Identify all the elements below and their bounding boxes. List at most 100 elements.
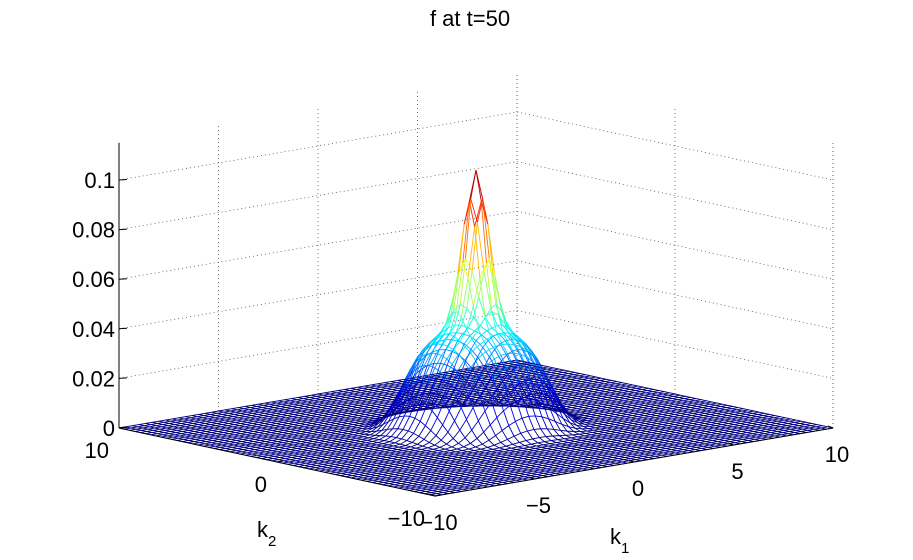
mesh-line — [500, 353, 508, 356]
mesh-line — [521, 460, 527, 463]
mesh-line — [387, 475, 394, 478]
mesh-line — [423, 485, 429, 488]
mesh-line — [496, 462, 502, 465]
mesh-line — [414, 460, 420, 463]
mesh-line — [452, 466, 459, 469]
mesh-line — [493, 442, 501, 446]
mesh-line — [453, 341, 461, 350]
mesh-line — [484, 452, 491, 455]
mesh-line — [325, 469, 332, 472]
mesh-line — [439, 446, 446, 450]
mesh-line — [533, 470, 539, 473]
mesh-line — [244, 426, 250, 429]
mesh-line — [202, 427, 208, 430]
mesh-line — [354, 470, 361, 473]
mesh-line — [200, 440, 207, 443]
mesh-line — [343, 450, 349, 453]
mesh-line — [285, 447, 291, 450]
mesh-line — [279, 408, 285, 411]
mesh-line — [362, 477, 368, 480]
mesh-line — [509, 460, 516, 463]
mesh-line — [167, 425, 174, 428]
mesh-line — [384, 440, 390, 443]
mesh-line — [273, 447, 279, 450]
mesh-line — [497, 460, 504, 463]
mesh-line — [195, 418, 202, 421]
mesh-line — [472, 483, 478, 486]
mesh-line — [169, 423, 175, 426]
mesh-line — [392, 458, 398, 461]
mesh-line — [365, 452, 372, 455]
mesh-line — [182, 430, 188, 433]
mesh-line — [253, 430, 260, 433]
mesh-line — [366, 470, 373, 473]
mesh-line — [219, 418, 226, 421]
mesh-line — [263, 404, 269, 407]
mesh-line — [420, 479, 427, 482]
mesh-line — [228, 423, 235, 426]
mesh-line — [312, 423, 318, 426]
mesh-line — [374, 457, 381, 460]
mesh-line — [485, 460, 492, 463]
mesh-line — [411, 464, 418, 467]
mesh-line — [468, 446, 476, 450]
mesh-line — [466, 407, 474, 420]
mesh-line — [451, 468, 457, 471]
mesh-line — [286, 445, 292, 448]
mesh-line — [477, 463, 484, 466]
mesh-line — [237, 437, 244, 440]
mesh-line — [248, 450, 254, 453]
mesh-line — [417, 455, 423, 458]
mesh-line — [489, 474, 495, 477]
mesh-line — [497, 387, 506, 395]
mesh-line — [408, 451, 414, 454]
mesh-line — [422, 365, 430, 382]
mesh-line — [284, 409, 290, 412]
mesh-line — [237, 447, 243, 450]
mesh-line — [167, 435, 174, 438]
mesh-line — [264, 423, 270, 426]
mesh-line — [365, 462, 371, 465]
mesh-line — [431, 461, 438, 464]
mesh-line — [442, 410, 450, 426]
mesh-line — [382, 453, 389, 456]
mesh-line — [199, 432, 205, 435]
mesh-line — [537, 463, 543, 466]
mesh-line — [346, 425, 352, 428]
mesh-line — [241, 430, 248, 433]
mesh-line — [415, 478, 421, 481]
mesh-line — [431, 492, 437, 495]
mesh-line — [324, 441, 331, 444]
mesh-line — [434, 457, 440, 460]
mesh-line — [452, 350, 460, 356]
mesh-line — [220, 426, 227, 429]
mesh-line — [186, 434, 192, 437]
mesh-line — [425, 480, 432, 483]
mesh-line — [333, 466, 340, 469]
mesh-line — [476, 455, 483, 458]
mesh-line — [272, 409, 279, 412]
mesh-line — [440, 431, 449, 441]
mesh-line — [361, 449, 368, 452]
mesh-line — [492, 459, 498, 462]
mesh-line — [439, 358, 448, 372]
mesh-line — [504, 459, 510, 462]
mesh-line — [373, 438, 380, 441]
mesh-line — [456, 332, 463, 335]
mesh-line — [433, 446, 441, 450]
mesh-line — [250, 435, 257, 438]
mesh-line — [407, 481, 413, 484]
mesh-line — [463, 446, 470, 450]
mesh-line — [308, 419, 314, 422]
mesh-line — [504, 340, 513, 352]
mesh-line — [351, 457, 357, 460]
mesh-line — [351, 446, 357, 449]
mesh-line — [419, 481, 425, 484]
mesh-line — [262, 407, 268, 410]
mesh-line — [336, 441, 343, 444]
mesh-line — [568, 426, 576, 429]
mesh-line — [354, 432, 360, 434]
mesh-line — [448, 452, 455, 455]
mesh-line — [261, 437, 267, 440]
mesh-line — [361, 459, 368, 462]
